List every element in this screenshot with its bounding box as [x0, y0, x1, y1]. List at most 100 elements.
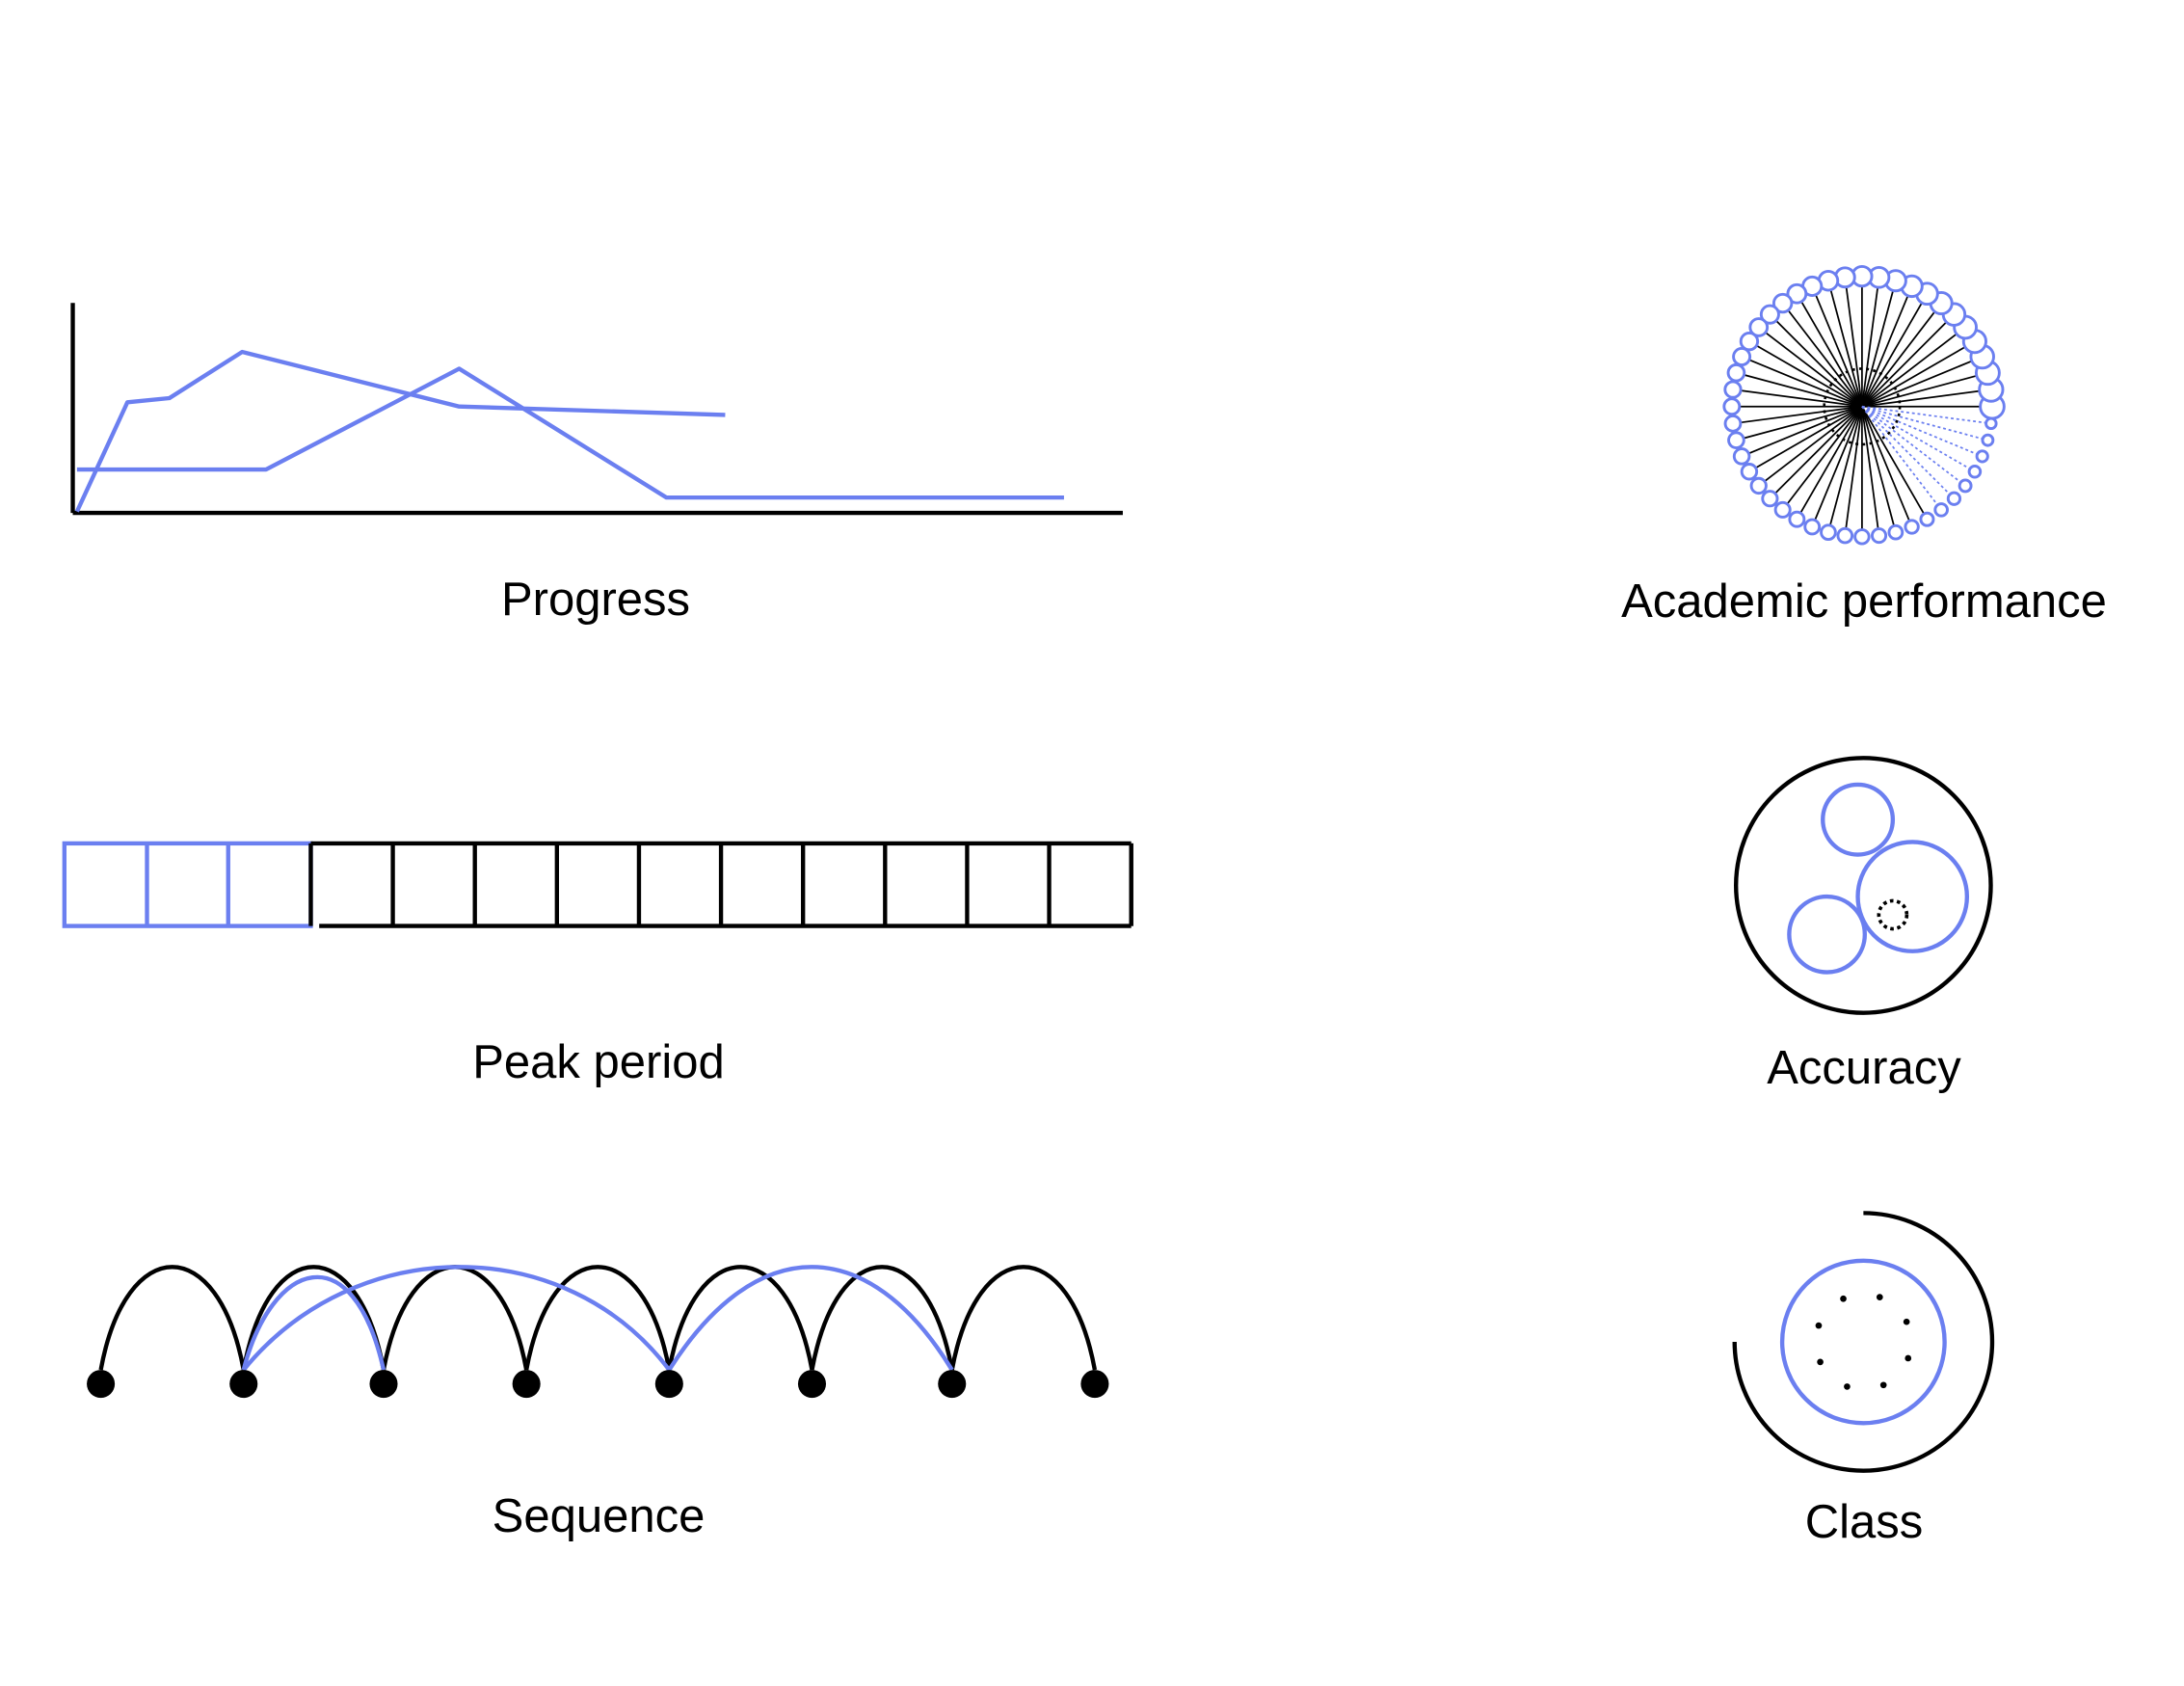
caption-accuracy: Accuracy: [1767, 1042, 1961, 1094]
wheel-spoke: [1861, 406, 1925, 515]
sequence-dots: [87, 1370, 1109, 1399]
caption-class: Class: [1804, 1496, 1924, 1548]
class-dots: [1815, 1294, 1912, 1390]
wheel-node: [1984, 416, 1998, 431]
sequence-blue-arc: [242, 1265, 672, 1372]
class-outer-arc: [1732, 1211, 1995, 1473]
caption-sequence: Sequence: [492, 1490, 706, 1542]
wheel-spoke: [1815, 294, 1863, 408]
wheel-spoke: [1861, 389, 1980, 408]
sequence-black-arc: [524, 1265, 672, 1371]
wheel-spoke: [1861, 321, 1948, 408]
wheel-spoke: [1861, 405, 1971, 470]
wheel-node: [1958, 478, 1973, 494]
sequence-blue-arc: [241, 1274, 386, 1371]
wheel-node: [1788, 510, 1806, 528]
wheel-node: [1722, 397, 1742, 416]
wheel-spoke: [1861, 405, 1978, 456]
wheel-spoke: [1764, 406, 1863, 482]
wheel-spoke: [1787, 309, 1863, 408]
wheel-spoke: [1756, 344, 1863, 408]
wheel-spoke: [1774, 406, 1863, 495]
wheel-spoke: [1786, 406, 1863, 505]
wheel-node: [1739, 331, 1760, 352]
wheel-node: [1981, 433, 1995, 447]
wheel-node: [1871, 527, 1888, 545]
wheel-spoke: [1829, 406, 1863, 526]
wheel-spoke: [1743, 405, 1863, 440]
wheel-node: [1759, 304, 1780, 325]
class-dot: [1844, 1383, 1851, 1390]
wheel-spoke: [1861, 406, 1910, 522]
wheel-spoke: [1744, 374, 1863, 408]
wheel-spoke: [1775, 319, 1863, 408]
wheel-spoke: [1861, 406, 1938, 506]
accuracy-outer-circle: [1734, 756, 1993, 1015]
academic-performance-figure: [1722, 264, 2006, 546]
sequence-dot: [1080, 1370, 1109, 1399]
wheel-node: [1919, 511, 1935, 527]
wheel-spoke: [1799, 406, 1863, 514]
wheel-spoke: [1861, 302, 1923, 408]
accuracy-figure: [1734, 756, 1993, 1015]
wheel-spoke: [1740, 389, 1863, 408]
wheel-node: [1749, 476, 1768, 495]
class-dot: [1815, 1322, 1823, 1329]
caption-academic-performance: Academic performance: [1621, 575, 2107, 628]
wheel-spoke: [1755, 405, 1863, 469]
wheel-spoke: [1845, 406, 1863, 529]
class-inner-circle: [1779, 1258, 1947, 1426]
wheel-spoke: [1861, 290, 1894, 407]
accuracy-dotted-circle: [1877, 898, 1909, 931]
wheel-spoke: [1861, 346, 1966, 408]
accuracy-medium-circle: [1787, 894, 1867, 975]
wheel-spoke: [1861, 406, 1961, 483]
caption-peak-period: Peak period: [472, 1036, 725, 1088]
wheel-node: [1727, 431, 1745, 449]
wheel-spoke: [1861, 406, 1951, 495]
progress-line-b: [76, 366, 1064, 500]
wheel-node: [1761, 490, 1779, 508]
wheel-node: [1820, 523, 1837, 542]
wheel-node: [1803, 518, 1822, 536]
peak-boxes: [308, 841, 1133, 928]
sequence-arcs: [98, 1265, 1098, 1371]
wheel-node: [1726, 362, 1746, 383]
sequence-dot: [797, 1370, 827, 1399]
wheel-spoke: [1814, 406, 1863, 521]
peak-highlight-block: [62, 841, 313, 928]
sequence-dot: [229, 1370, 258, 1399]
wheel-spoke: [1861, 310, 1936, 408]
sequence-black-arc: [98, 1265, 246, 1371]
wheel-spoke: [1861, 405, 1984, 441]
wheel-spoke: [1861, 360, 1973, 408]
wheel-node: [1975, 449, 1989, 464]
sequence-dot: [938, 1370, 967, 1399]
class-figure: [1732, 1211, 1995, 1473]
sequence-black-arc: [810, 1265, 954, 1371]
wheel-node: [1723, 380, 1743, 399]
wheel-node: [1748, 317, 1770, 337]
wheel-node: [1732, 447, 1751, 466]
wheel-spoke: [1845, 286, 1863, 407]
wheel-spoke: [1800, 301, 1863, 408]
class-dot: [1876, 1294, 1883, 1300]
wheel-spoke: [1747, 405, 1863, 455]
class-dot: [1903, 1318, 1910, 1325]
wheel-spoke: [1740, 405, 1863, 424]
class-dot: [1904, 1354, 1912, 1362]
wheel-spoke: [1829, 289, 1863, 407]
wheel-spoke: [1861, 295, 1909, 408]
sequence-figure: [87, 1265, 1109, 1399]
class-dot: [1817, 1358, 1824, 1366]
wheel-node: [1732, 347, 1752, 366]
wheel-spoke: [1861, 333, 1958, 408]
sequence-dot: [369, 1370, 398, 1399]
wheel-spoke: [1861, 406, 1879, 529]
wheel-node: [1771, 292, 1794, 314]
progress-line-a: [74, 349, 726, 513]
wheel-spoke: [1861, 405, 1986, 424]
wheel-node: [1853, 528, 1871, 546]
peak-period-figure: [62, 841, 1133, 928]
